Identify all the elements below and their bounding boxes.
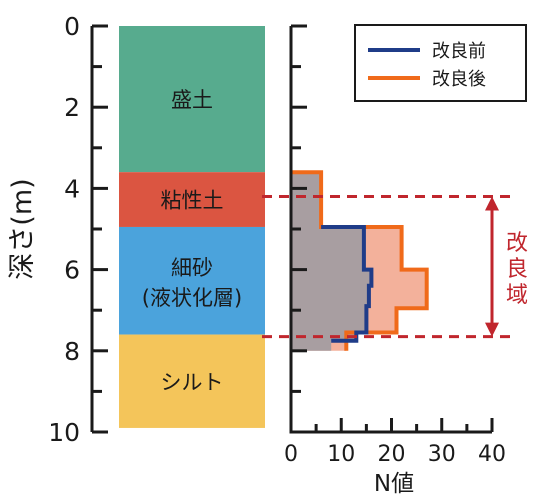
depth-tick-label: 0 bbox=[64, 12, 80, 41]
n-bottom-ticks bbox=[289, 418, 494, 432]
before-improvement-area bbox=[291, 172, 372, 351]
depth-ticks bbox=[92, 24, 108, 434]
n-tick-label: 10 bbox=[327, 442, 355, 467]
n-tick-labels: 0 10 20 30 40 bbox=[284, 442, 506, 467]
n-tick-label: 20 bbox=[378, 442, 406, 467]
legend: 改良前 改良後 bbox=[354, 24, 527, 102]
n-axis-label: N値 bbox=[374, 471, 414, 497]
soil-layer-1 bbox=[119, 26, 265, 173]
soil-layer-4 bbox=[119, 334, 265, 428]
depth-tick-label: 10 bbox=[48, 418, 80, 447]
improved-zone-label-2: 良 bbox=[506, 257, 528, 282]
legend-box bbox=[354, 24, 527, 102]
depth-tick-labels: 0 2 4 6 8 10 bbox=[48, 12, 80, 447]
depth-tick-label: 8 bbox=[64, 337, 80, 366]
legend-after-label: 改良後 bbox=[432, 69, 486, 90]
n-value-panel bbox=[291, 170, 429, 351]
soil-layer-label: 細砂 bbox=[171, 256, 213, 280]
depth-tick-label: 4 bbox=[64, 174, 80, 203]
n-tick-label: 30 bbox=[428, 442, 456, 467]
arrow-down-icon bbox=[485, 322, 499, 337]
n-tick-label: 0 bbox=[284, 442, 298, 467]
soil-layer-3 bbox=[119, 226, 265, 335]
improved-zone: 改 良 域 bbox=[262, 195, 528, 339]
improved-zone-label-1: 改 bbox=[506, 231, 528, 256]
soil-layer-label: 盛土 bbox=[171, 88, 213, 112]
legend-before-label: 改良前 bbox=[432, 41, 486, 62]
n-tick-label: 40 bbox=[478, 442, 506, 467]
depth-tick-label: 2 bbox=[64, 93, 80, 122]
soil-layer-sublabel: (液状化層) bbox=[142, 286, 242, 310]
before-improvement-line bbox=[321, 225, 374, 343]
depth-axis-label: 深さ(m) bbox=[7, 178, 38, 279]
arrow-up-icon bbox=[485, 196, 499, 211]
soil-layer-label: 粘性土 bbox=[161, 189, 224, 213]
soil-layer-2 bbox=[119, 172, 265, 227]
n-side-ticks bbox=[291, 24, 307, 434]
improved-zone-label-3: 域 bbox=[506, 283, 528, 308]
soil-layer-label: シルト bbox=[161, 370, 224, 394]
after-improvement-line bbox=[291, 170, 429, 351]
depth-tick-label: 6 bbox=[64, 256, 80, 285]
